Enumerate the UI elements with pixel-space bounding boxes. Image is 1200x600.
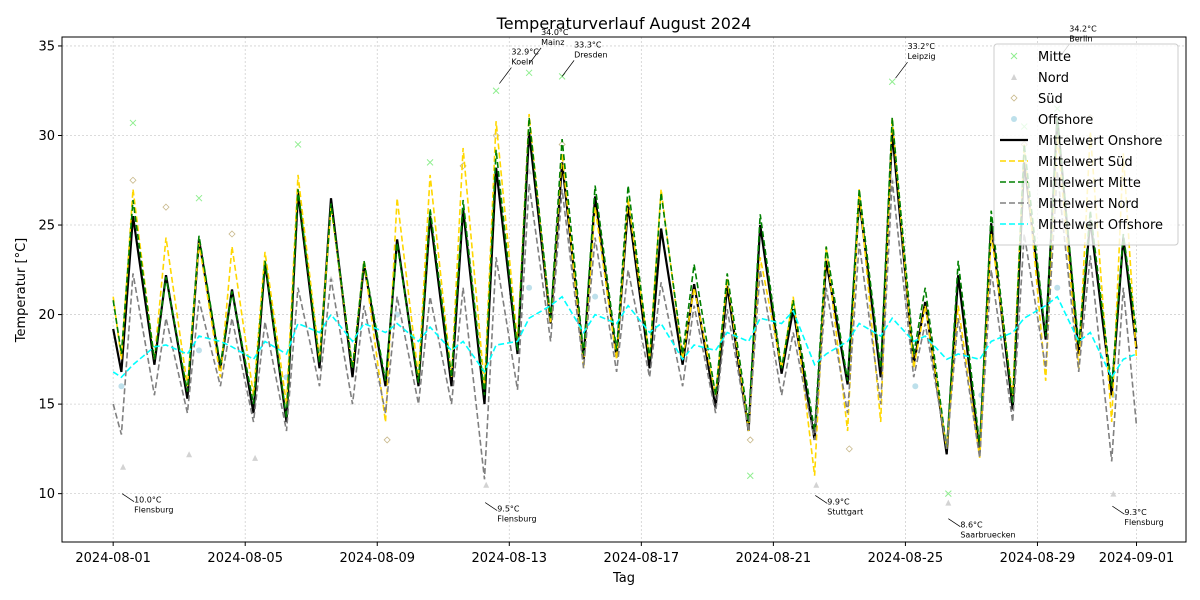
- x-tick-label: 2024-08-21: [736, 551, 812, 566]
- annotation-arrow: [1112, 505, 1125, 515]
- legend-label: Süd: [1038, 92, 1063, 107]
- scatter-point: [592, 293, 599, 300]
- scatter-point: [129, 119, 137, 127]
- legend-label: Mittelwert Mitte: [1038, 176, 1141, 191]
- annotation-value: 32.9°C: [511, 48, 539, 57]
- scatter-point: [746, 436, 754, 444]
- annotation-station: Berlin: [1069, 34, 1092, 43]
- annotation-arrow: [499, 67, 512, 84]
- scatter-point: [186, 451, 193, 458]
- annotation-station: Koeln: [511, 58, 533, 67]
- scatter-point: [1110, 490, 1117, 497]
- scatter-point: [129, 176, 137, 184]
- legend-box: [993, 43, 1179, 246]
- scatter-point: [845, 445, 853, 453]
- x-tick-label: 2024-08-29: [1000, 551, 1076, 566]
- x-tick-label: 2024-09-01: [1099, 551, 1175, 566]
- scatter-point: [912, 383, 919, 390]
- legend-label: Mittelwert Süd: [1038, 155, 1133, 170]
- scatter-point: [746, 472, 754, 480]
- annotation-value: 9.9°C: [827, 497, 850, 506]
- scatter-point: [483, 481, 490, 488]
- annotation-arrow: [948, 518, 961, 528]
- annotation-value: 9.5°C: [497, 505, 520, 514]
- x-tick-label: 2024-08-05: [207, 551, 283, 566]
- annotation-station: Flensburg: [1124, 518, 1163, 527]
- annotation-station: Stuttgart: [827, 507, 863, 516]
- y-tick-label: 15: [38, 398, 55, 413]
- scatter-point: [294, 141, 302, 148]
- y-tick-label: 10: [38, 487, 55, 502]
- x-tick-label: 2024-08-01: [75, 551, 151, 566]
- annotation-value: 8.6°C: [960, 521, 983, 530]
- x-tick-label: 2024-08-13: [472, 551, 548, 566]
- annotation-station: Dresden: [574, 50, 607, 59]
- mean-line: [112, 171, 1138, 480]
- x-tick-label: 2024-08-09: [339, 551, 415, 566]
- legend: Mitte Nord Süd Offshore Mittelwert Onshore Mi…: [993, 43, 1179, 246]
- legend-label: Offshore: [1038, 113, 1093, 128]
- scatter-point: [383, 436, 391, 444]
- annotation-station: Flensburg: [497, 515, 536, 524]
- annotation-value: 34.2°C: [1069, 24, 1097, 33]
- scatter-point: [195, 347, 202, 354]
- scatter-point: [426, 159, 434, 166]
- legend-marker: [1011, 74, 1017, 80]
- y-tick-label: 35: [38, 39, 55, 54]
- scatter-point: [228, 230, 236, 238]
- annotation-value: 33.3°C: [574, 40, 602, 49]
- annotation-arrow: [121, 493, 135, 502]
- legend-marker: [1010, 52, 1018, 60]
- scatter-point: [945, 499, 952, 506]
- scatter-point: [526, 284, 533, 291]
- legend-marker: [1011, 116, 1017, 122]
- annotation-station: Leipzig: [908, 52, 936, 61]
- annotation-station: Flensburg: [134, 506, 173, 515]
- scatter-point: [944, 490, 952, 498]
- scatter-point: [120, 463, 127, 470]
- mean-line: [112, 113, 1138, 476]
- scatter-point: [492, 87, 500, 95]
- y-tick-label: 30: [38, 129, 55, 144]
- legend-label: Mittelwert Onshore: [1038, 134, 1162, 149]
- x-tick-label: 2024-08-25: [868, 551, 944, 566]
- scatter-point: [888, 78, 896, 86]
- mean-line: [112, 295, 1137, 379]
- annotation-arrow: [484, 502, 498, 511]
- scatter-point: [195, 194, 203, 202]
- annotation-arrow: [561, 60, 575, 77]
- annotation-value: 33.2°C: [908, 42, 936, 51]
- legend-label: Mitte: [1038, 50, 1071, 65]
- chart-title: Temperaturverlauf August 2024: [496, 14, 752, 33]
- annotation-station: Mainz: [541, 38, 564, 47]
- legend-marker: [1010, 94, 1018, 102]
- annotation-arrow: [815, 495, 828, 504]
- annotation-arrow: [895, 61, 908, 79]
- annotation-station: Saarbruecken: [960, 531, 1015, 540]
- x-axis-label: Tag: [612, 571, 635, 586]
- annotation-arrow: [528, 47, 542, 65]
- scatter-point: [525, 69, 533, 77]
- annotation-value: 10.0°C: [134, 496, 162, 505]
- annotation-value: 9.3°C: [1124, 508, 1147, 517]
- y-tick-label: 25: [38, 219, 55, 234]
- scatter-point: [1054, 284, 1061, 291]
- scatter-point: [252, 454, 259, 461]
- plot-frame: [61, 36, 1187, 543]
- y-tick-label: 20: [38, 308, 55, 323]
- legend-label: Mittelwert Offshore: [1038, 218, 1163, 233]
- y-axis-label: Temperatur [°C]: [14, 238, 29, 344]
- legend-label: Nord: [1038, 71, 1069, 86]
- x-tick-label: 2024-08-17: [604, 551, 680, 566]
- scatter-point: [118, 383, 125, 390]
- annotation-value: 34.0°C: [541, 28, 569, 37]
- legend-label: Mittelwert Nord: [1038, 197, 1139, 212]
- scatter-point: [813, 481, 820, 488]
- scatter-point: [162, 203, 170, 211]
